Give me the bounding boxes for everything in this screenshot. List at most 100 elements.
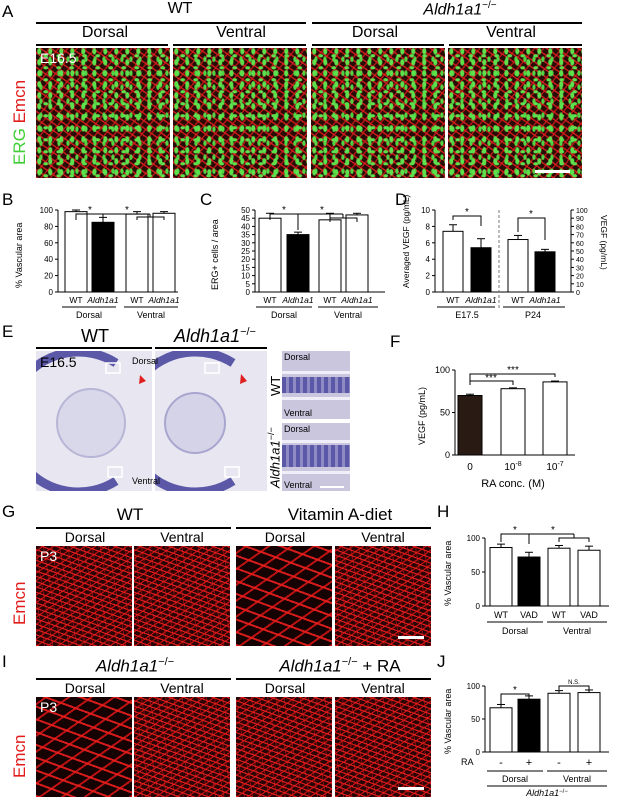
- panel-d-ytick-label: 8: [426, 222, 431, 231]
- panel-b-ytick-label: 80: [44, 222, 53, 231]
- panel-f-xtick-label: 10-7: [546, 461, 563, 473]
- panel-h-letter: H: [437, 502, 450, 521]
- panel-a-rule-v2: [449, 44, 582, 46]
- panel-j-chart: 0 50 100 % Vascular area RA - + - + Dorsal Ventral…: [443, 680, 609, 798]
- panel-g-dorsal-1: Dorsal: [64, 529, 106, 545]
- panel-g-wt-rule: [36, 527, 231, 529]
- panel-j-xtick-label: -: [499, 757, 503, 769]
- panel-d-xtick-label: WT: [511, 295, 524, 305]
- panel-c-ytick-label: 20: [241, 255, 250, 264]
- panel-h-xtick-label: WT: [552, 610, 566, 620]
- panel-h-ytick-label: 100: [467, 534, 481, 543]
- panel-b-ytick-label: 40: [44, 255, 53, 264]
- panel-d-ytick-label: 10: [421, 206, 430, 215]
- panel-j-ylabel: % Vascular area: [443, 689, 453, 754]
- panel-c-xtick-label: WT: [263, 295, 276, 305]
- panel-j-ns-label: N.S.: [568, 680, 580, 686]
- panel-d-group-label: P24: [525, 310, 541, 320]
- panel-i-stain-label: Emcn: [10, 734, 29, 778]
- panel-f-bar: [457, 395, 483, 456]
- panel-c-xtick-label: WT: [323, 295, 336, 305]
- panel-j-group-label: Ventral: [563, 774, 591, 784]
- panel-h-ylabel: % Vascular area: [443, 541, 453, 606]
- panel-a-stain-label: ERG Emcn: [10, 79, 29, 165]
- panel-e-retina-wt: [36, 351, 152, 491]
- panel-d-right-tick-label: 60: [576, 241, 584, 248]
- panel-e-mutant-header: Aldh1a1−/−: [174, 326, 256, 346]
- panel-b-bar: [125, 213, 149, 293]
- panel-i-mut-rule: [36, 678, 231, 680]
- panel-c-bar: [258, 217, 282, 293]
- panel-i-ventral-1: Ventral: [160, 680, 204, 696]
- panel-c-bar: [286, 234, 310, 293]
- panel-c-ytick-label: 40: [241, 222, 250, 231]
- panel-b-ytick-label: 100: [40, 206, 54, 215]
- panel-i-dorsal-2: Dorsal: [264, 680, 306, 696]
- panel-j-ytick-label: 0: [476, 748, 481, 757]
- panel-h-sig-bracket: [529, 533, 590, 542]
- panel-j-row-label: RA: [461, 757, 474, 767]
- panel-c-ytick-label: 15: [241, 263, 250, 272]
- panel-d-sig-bracket: [452, 215, 482, 226]
- panel-f-ytick-label: 0: [445, 450, 450, 460]
- panel-g-image-vad-ventral: [335, 546, 431, 646]
- panel-a-mut-rule: [312, 22, 582, 24]
- panel-g-scale-bar: [398, 636, 424, 639]
- panel-e-wt-header: WT: [81, 326, 109, 346]
- panel-b-xtick-label: WT: [130, 295, 143, 305]
- panel-a-dorsal-1: Dorsal: [81, 24, 129, 41]
- panel-d-right-tick-label: 50: [576, 249, 584, 256]
- panel-j-ytick-label: 50: [471, 715, 480, 724]
- panel-j-bar: [517, 698, 541, 753]
- panel-e-inset-dorsal-1: Dorsal: [284, 352, 311, 362]
- panel-g-ventral-2: Ventral: [361, 529, 405, 545]
- panel-f-xtick-label: 0: [467, 462, 473, 473]
- panel-d-letter: D: [395, 190, 408, 209]
- panel-g-stain-label: Emcn: [10, 581, 29, 625]
- panel-d-bar: [534, 251, 556, 293]
- panel-f-letter: F: [390, 332, 401, 351]
- panel-d-bar: [507, 239, 529, 293]
- panel-i-image-mut-ventral: [134, 697, 230, 797]
- panel-e-inset-ventral-2: Ventral: [284, 480, 313, 490]
- panel-g-image-wt-dorsal: [36, 546, 132, 646]
- panel-d-right-tick-label: 20: [576, 274, 584, 281]
- panel-g-ventral-1: Ventral: [160, 529, 204, 545]
- panel-a-wt-header: WT: [167, 0, 193, 17]
- panel-h-chart: 0 50 100 % Vascular area WT VAD WT VAD Dorsal Ven…: [443, 525, 609, 636]
- panel-j-letter: J: [437, 652, 446, 671]
- panel-b-chart: 0 20 40 60 80 100 % Vascular area WT Aldh1a1 WT Al…: [14, 205, 180, 320]
- panel-c-sig-star: *: [320, 205, 324, 216]
- panel-f-ylabel: VEGF (pg/mL): [417, 387, 427, 445]
- panel-d-right-tick-label: 0: [576, 290, 580, 297]
- panel-c-ytick-label: 50: [241, 206, 250, 215]
- panel-d-right-tick-label: 100: [576, 208, 588, 215]
- panel-a-image-mut-dorsal: [311, 48, 445, 178]
- panel-e-retina-mut: [155, 351, 267, 491]
- panel-e-scale-bar: [320, 486, 344, 488]
- panel-e-wt-rule: [36, 347, 152, 349]
- panel-d-bar: [442, 230, 464, 293]
- panel-d-group-label: E17.5: [455, 310, 479, 320]
- panel-j-bar: [489, 707, 513, 753]
- panel-e-inset-dorsal-2: Dorsal: [284, 424, 311, 434]
- panel-j-xtick-label: +: [586, 757, 592, 769]
- panel-d-ytick-label: 4: [426, 255, 431, 264]
- panel-d-ylabel-right: VEGF (pg/mL): [599, 215, 609, 270]
- panel-e-inset-wt: [282, 351, 350, 419]
- panel-b-ytick-label: 0: [49, 288, 54, 297]
- panel-c-bar: [318, 219, 342, 293]
- panel-d-sig-bracket: [517, 217, 546, 240]
- panel-h-sig-bracket: [500, 533, 530, 544]
- panel-j-xtick-label: +: [526, 757, 532, 769]
- panel-h-group-label: Ventral: [563, 626, 591, 636]
- panel-c-xtick-label: Aldh1a1: [281, 295, 313, 305]
- panel-i-scale-bar: [398, 787, 424, 790]
- panel-j-xtick-label: -: [557, 757, 561, 769]
- panel-c-ytick-label: 30: [241, 239, 250, 248]
- panel-d-ytick-label: 6: [426, 239, 431, 248]
- panel-h-group-label: Dorsal: [502, 626, 528, 636]
- panel-g-stage: P3: [40, 548, 58, 564]
- panel-i-image-ra-ventral: [335, 697, 431, 797]
